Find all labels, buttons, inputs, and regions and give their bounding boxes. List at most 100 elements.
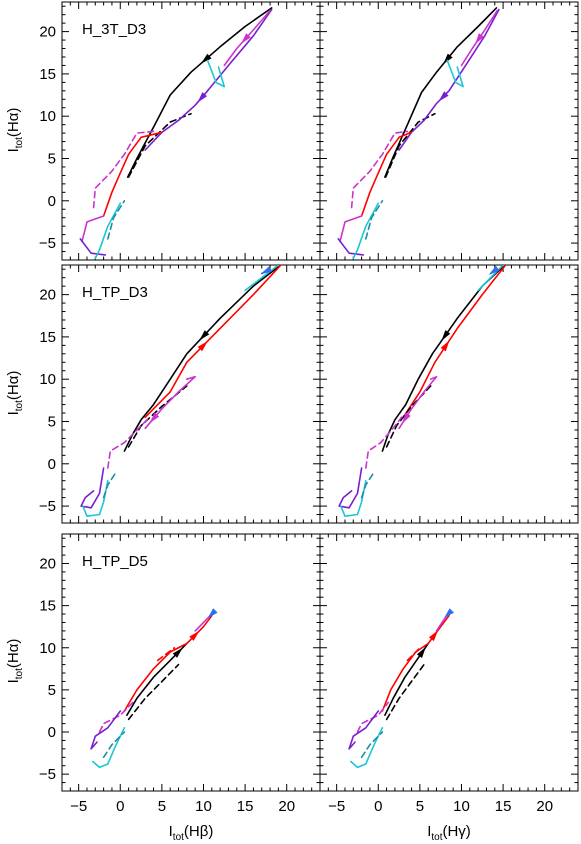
series-line-black (381, 265, 504, 452)
series-line-red (402, 265, 507, 419)
y-tick-label: 0 (48, 724, 56, 741)
panel-curves (90, 608, 218, 769)
series-line-magenta (98, 701, 134, 733)
panel-label-row-1: H_3T_D3 (82, 21, 146, 38)
series-line-black (385, 663, 425, 721)
series-line-black (126, 7, 273, 178)
panel-2-2 (319, 264, 579, 524)
y-label-base: I (5, 679, 22, 683)
series-line-red (123, 614, 213, 712)
series-line-magenta (92, 130, 155, 209)
y-tick-label: 0 (48, 193, 56, 210)
series-line-black (127, 663, 180, 721)
y-tick-label: −5 (39, 235, 56, 252)
y-label-paren: (Hα) (5, 639, 22, 669)
arrow-marker-blue (444, 608, 454, 619)
arrow-marker-magenta (149, 412, 160, 424)
y-tick-label: −5 (39, 498, 56, 515)
x-tick-label: 10 (453, 798, 470, 815)
arrow-marker-black (441, 330, 451, 341)
arrow-marker-magenta (241, 33, 251, 44)
x-tick-label: 15 (237, 798, 254, 815)
y-tick-label: 0 (48, 456, 56, 473)
y-axis-label-row-1: Itot(Hα) (5, 108, 25, 153)
arrow-marker-red (440, 340, 450, 352)
series-line-cyan (350, 727, 384, 769)
y-axis-label-row-2: Itot(Hα) (5, 371, 25, 416)
series-line-teal (102, 471, 117, 499)
y-tick-label: 5 (48, 682, 56, 699)
panel-3-2: −5 0 5 10 15 20 (319, 533, 579, 815)
series-line-cyan (477, 265, 504, 292)
series-line-magenta (339, 215, 363, 243)
panel-curves (79, 7, 273, 260)
series-line-red (144, 265, 282, 419)
x-tick-label: 5 (416, 798, 424, 815)
arrow-marker-purple (438, 91, 449, 102)
arrow-marker-purple (197, 92, 208, 103)
series-line-cyan (94, 202, 122, 260)
arrow-marker-red (197, 341, 208, 352)
y-tick-label: 20 (39, 287, 56, 304)
x-tick-label: 20 (278, 798, 295, 815)
series-line-purple (80, 467, 105, 509)
arrow-marker-blue (207, 608, 218, 619)
series-line-cyan (352, 202, 380, 260)
series-line-red (102, 131, 163, 217)
arrow-marker-magenta (402, 412, 411, 424)
panel-frame (319, 533, 579, 792)
panel-1-2 (319, 1, 579, 261)
arrow-marker-black (199, 330, 210, 341)
x-tick-label: 0 (116, 798, 124, 815)
panel-3-1: −5 0 5 10 15 20 −5 0 5 10 15 20 (39, 533, 321, 815)
panel-label-row-2: H_TP_D3 (82, 284, 148, 301)
x-tick-label: −5 (70, 798, 87, 815)
panel-frame (319, 264, 579, 524)
panel-curves (348, 608, 454, 769)
arrow-marker-black (172, 647, 183, 658)
y-tick-label: 10 (39, 371, 56, 388)
y-tick-label: 5 (48, 150, 56, 167)
y-tick-label: 5 (48, 413, 56, 430)
x-tick-label: 20 (536, 798, 553, 815)
y-tick-label: 20 (39, 555, 56, 572)
y-tick-label: 10 (39, 640, 56, 657)
series-line-cyan (206, 59, 226, 88)
panels-layer: −5 0 5 10 15 20 −5 0 5 10 15 20 −5 0 5 10 15 20 −5 0 5 10 15 20… (39, 1, 579, 815)
series-line-teal (360, 731, 384, 759)
svg-text:Itot(Hα): Itot(Hα) (5, 639, 25, 684)
y-tick-label: 15 (39, 329, 56, 346)
y-tick-label: 10 (39, 108, 56, 125)
x-axis-label-left: Itot(Hβ) (169, 823, 214, 843)
y-tick-label: −5 (39, 766, 56, 783)
series-line-cyan (340, 479, 367, 517)
series-line-purple (338, 467, 363, 509)
series-line-cyan (244, 265, 280, 292)
series-line-purple (337, 238, 365, 256)
panel-label-row-3: H_TP_D5 (82, 553, 148, 570)
y-axis-label-row-3: Itot(Hα) (5, 639, 25, 684)
series-line-magenta (81, 215, 105, 243)
y-label-sub: tot (14, 137, 25, 148)
series-line-cyan (446, 59, 464, 88)
panel-curves (337, 7, 500, 260)
y-label-sub: tot (14, 400, 25, 411)
x-axis-label-right: Itot(Hγ) (427, 823, 471, 843)
series-line-black (127, 112, 192, 178)
arrow-marker-black (443, 53, 453, 65)
series-line-magenta (356, 701, 389, 733)
series-line-red (360, 131, 413, 217)
series-line-cyan (82, 479, 109, 517)
y-label-paren: (Hα) (5, 371, 22, 401)
svg-text:Itot(Hα): Itot(Hα) (5, 108, 25, 153)
panel-1-1: −5 0 5 10 15 20 (39, 1, 321, 261)
y-label-base: I (5, 411, 22, 415)
series-line-red (156, 647, 176, 662)
series-line-purple (348, 710, 380, 750)
series-line-teal (107, 200, 126, 240)
arrow-marker-magenta (475, 33, 484, 45)
series-line-purple (79, 238, 107, 256)
y-tick-label: 20 (39, 24, 56, 41)
x-tick-label: 5 (158, 798, 166, 815)
